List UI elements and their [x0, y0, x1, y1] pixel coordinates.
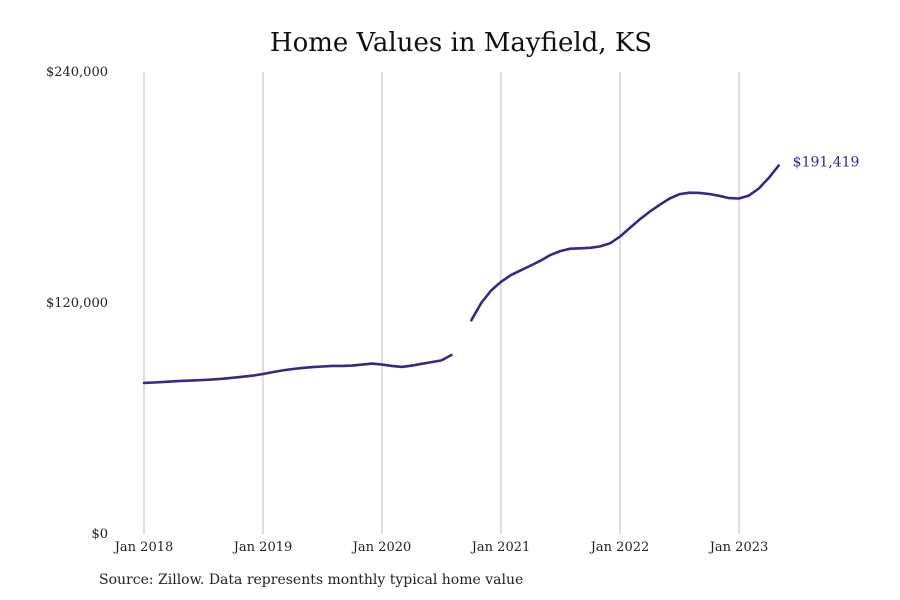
- x-tick-label: Jan 2018: [113, 540, 174, 555]
- series-line-segment: [142, 353, 453, 385]
- series-line-segment: [470, 164, 780, 322]
- chart-title: Home Values in Mayfield, KS: [270, 28, 652, 58]
- x-tick-label: Jan 2020: [351, 540, 412, 555]
- end-value-label: $191,419: [793, 155, 860, 171]
- y-axis-ticks: $0 $120,000 $240,000: [46, 65, 108, 542]
- series-lines: [142, 164, 780, 385]
- x-tick-label: Jan 2021: [470, 540, 531, 555]
- source-note: Source: Zillow. Data represents monthly …: [99, 572, 524, 588]
- x-tick-label: Jan 2022: [589, 540, 650, 555]
- x-tick-label: Jan 2019: [232, 540, 293, 555]
- y-tick-label: $0: [91, 527, 108, 542]
- x-axis-ticks: Jan 2018 Jan 2019 Jan 2020 Jan 2021 Jan 2022…: [113, 540, 769, 555]
- y-tick-label: $240,000: [46, 65, 108, 80]
- x-tick-label: Jan 2023: [708, 540, 769, 555]
- y-tick-label: $120,000: [46, 296, 108, 311]
- gridlines: [143, 72, 740, 534]
